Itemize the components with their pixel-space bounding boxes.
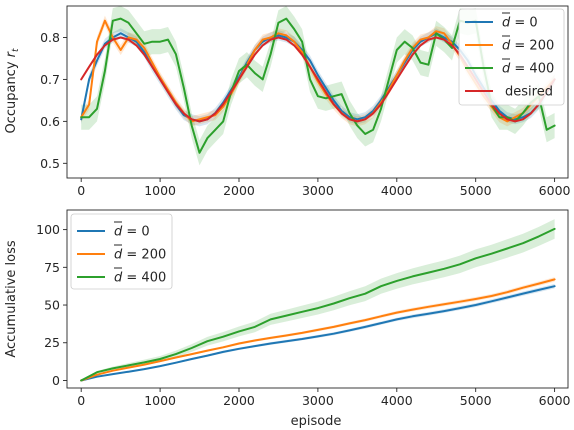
occupancy-legend-value-d0: = 0 <box>510 16 537 31</box>
loss-band-d200 <box>81 277 555 381</box>
loss-x-tick-label-6000: 6000 <box>539 393 571 408</box>
loss-legend-label-d200: d = 200 <box>114 248 166 263</box>
loss-y-tick-label-100: 100 <box>36 222 60 237</box>
loss-series-lines <box>80 227 556 382</box>
loss-line-d0 <box>80 285 556 382</box>
occupancy-y-axis-label-text: Occupancy <box>4 57 19 133</box>
loss-x-tick-label-3000: 3000 <box>302 393 334 408</box>
loss-legend: d = 0 d = 200 d = 400 <box>70 213 173 290</box>
occupancy-x-ticks: 0 1000 2000 3000 4000 5000 6000 <box>77 178 571 198</box>
loss-legend-var-d400: d <box>114 271 123 286</box>
loss-x-tick-label-0: 0 <box>77 393 85 408</box>
occupancy-legend-var-d200: d <box>502 39 511 54</box>
loss-y-tick-label-75: 75 <box>44 260 60 275</box>
loss-line-d200 <box>80 278 556 382</box>
occupancy-y-axis-label-variable: r <box>4 50 19 57</box>
occupancy-x-tick-label-5000: 5000 <box>460 183 492 198</box>
loss-x-axis-label: episode <box>291 414 342 429</box>
loss-legend-box <box>70 213 173 290</box>
occupancy-panel: 0 1000 2000 3000 4000 5000 6000 0.5 0.6 0.7 0.8 O… <box>4 5 571 198</box>
occupancy-y-tick-label-0_8: 0.8 <box>40 30 60 45</box>
loss-band-d400 <box>81 219 555 381</box>
occupancy-band-d0 <box>81 28 555 127</box>
occupancy-y-ticks: 0.5 0.6 0.7 0.8 <box>40 30 67 171</box>
occupancy-x-tick-label-1000: 1000 <box>144 183 176 198</box>
loss-y-tick-label-25: 25 <box>44 335 60 350</box>
loss-legend-label-d0: d = 0 <box>114 225 150 240</box>
occupancy-legend-label-d200: d = 200 <box>502 39 554 54</box>
loss-y-tick-label-50: 50 <box>44 298 60 313</box>
occupancy-y-axis-label: Occupancy rt <box>4 48 21 134</box>
occupancy-legend-var-d400: d <box>502 62 511 77</box>
loss-legend-var-d0: d <box>114 225 123 240</box>
occupancy-x-tick-label-3000: 3000 <box>302 183 334 198</box>
loss-line-d400 <box>80 227 556 382</box>
occupancy-x-tick-label-2000: 2000 <box>223 183 255 198</box>
loss-x-ticks: 0 1000 2000 3000 4000 5000 6000 <box>77 388 571 408</box>
occupancy-y-tick-label-0_7: 0.7 <box>40 72 60 87</box>
loss-legend-label-d400: d = 400 <box>114 271 166 286</box>
loss-x-tick-label-4000: 4000 <box>381 393 413 408</box>
occupancy-legend-label-desired: desired <box>505 85 553 100</box>
occupancy-y-axis-label-subscript: t <box>11 48 21 52</box>
loss-x-tick-label-2000: 2000 <box>223 393 255 408</box>
occupancy-confidence-bands <box>81 6 555 166</box>
occupancy-band-d400 <box>81 6 555 166</box>
occupancy-x-tick-label-6000: 6000 <box>539 183 571 198</box>
loss-y-axis-label: Accumulative loss <box>4 240 19 358</box>
loss-x-tick-label-5000: 5000 <box>460 393 492 408</box>
occupancy-legend-value-d400: = 400 <box>510 62 554 77</box>
loss-legend-var-d200: d <box>114 248 123 263</box>
occupancy-legend-var-d0: d <box>502 16 511 31</box>
occupancy-legend-box <box>458 8 565 106</box>
occupancy-legend-label-d400: d = 400 <box>502 62 554 77</box>
occupancy-y-tick-label-0_5: 0.5 <box>40 156 60 171</box>
occupancy-legend-value-d200: = 200 <box>510 39 554 54</box>
loss-legend-value-d400: = 400 <box>122 271 166 286</box>
loss-panel: 0 1000 2000 3000 4000 5000 6000 0 25 50 75 100 Acc… <box>4 209 571 429</box>
occupancy-legend: d = 0 d = 200 d = 400 desired <box>458 8 565 106</box>
occupancy-x-tick-label-4000: 4000 <box>381 183 413 198</box>
occupancy-y-tick-label-0_6: 0.6 <box>40 114 60 129</box>
loss-legend-value-d200: = 200 <box>122 248 166 263</box>
loss-y-ticks: 0 25 50 75 100 <box>36 222 67 388</box>
occupancy-legend-label-d0: d = 0 <box>502 16 538 31</box>
loss-legend-value-d0: = 0 <box>122 225 149 240</box>
loss-y-tick-label-0: 0 <box>52 373 60 388</box>
loss-x-tick-label-1000: 1000 <box>144 393 176 408</box>
occupancy-x-tick-label-0: 0 <box>77 183 85 198</box>
